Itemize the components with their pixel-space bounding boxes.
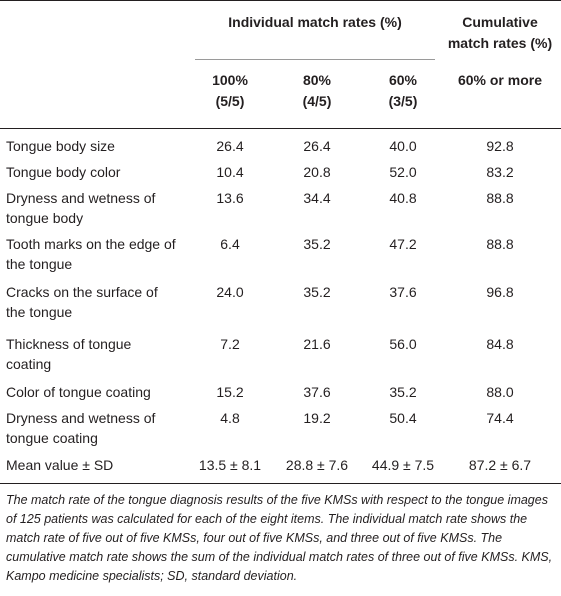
cell-value: 87.2 ± 6.7 [468,457,532,473]
cell-value: 88.8 [486,236,514,252]
cell-value: 47.2 [389,236,417,252]
subheader-80-pct: 80% [302,72,332,88]
cell-value: 15.2 [216,384,244,400]
cell-value: 52.0 [389,164,417,180]
cell-value: 83.2 [486,164,514,180]
row-label: Dryness and wetness of tongue body [6,190,156,226]
row-label: Color of tongue coating [6,384,151,400]
cell-value: 40.0 [389,138,417,154]
subheader-5-of-5: (5/5) [215,93,245,109]
cell-value: 37.6 [303,384,331,400]
cell-value: 35.2 [389,384,417,400]
cell-value: 13.6 [216,190,244,206]
subheader-4-of-5: (4/5) [302,93,332,109]
subheader-60-pct: 60% [388,72,418,88]
cell-value: 6.4 [220,236,240,252]
cell-value: 92.8 [486,138,514,154]
cell-value: 96.8 [486,284,514,300]
row-label: Dryness and wetness of tongue coating [6,410,156,446]
header-cumulative-line1: Cumulative [462,14,538,30]
header-cumulative-line2: match rates (%) [447,35,553,51]
cell-value: 4.8 [220,410,240,426]
cell-value: 34.4 [303,190,331,206]
cell-value: 88.0 [486,384,514,400]
top-rule [0,0,561,1]
cell-value: 88.8 [486,190,514,206]
cell-value: 26.4 [303,138,331,154]
cell-value: 50.4 [389,410,417,426]
cell-value: 21.6 [303,336,331,352]
header-individual-match-rates: Individual match rates (%) [228,14,402,30]
subheader-60-or-more: 60% or more [457,72,543,88]
cell-value: 10.4 [216,164,244,180]
cell-value: 37.6 [389,284,417,300]
subgroup-rule [195,59,435,60]
cell-value: 28.8 ± 7.6 [285,457,349,473]
cell-value: 20.8 [303,164,331,180]
table-footnote: The match rate of the tongue diagnosis r… [6,493,553,583]
header-bottom-rule [0,128,561,129]
table-bottom-rule [0,483,561,484]
cell-value: 84.8 [486,336,514,352]
cell-value: 35.2 [303,284,331,300]
cell-value: 13.5 ± 8.1 [198,457,262,473]
row-label: Mean value ± SD [6,457,114,473]
cell-value: 24.0 [216,284,244,300]
cell-value: 19.2 [303,410,331,426]
cell-value: 74.4 [486,410,514,426]
cell-value: 26.4 [216,138,244,154]
row-label: Tongue body size [6,138,115,154]
row-label: Thickness of tongue coating [6,336,132,372]
row-label: Tooth marks on the edge of the tongue [6,236,176,272]
subheader-100-pct: 100% [212,72,248,88]
cell-value: 7.2 [220,336,240,352]
cell-value: 35.2 [303,236,331,252]
cell-value: 44.9 ± 7.5 [371,457,435,473]
cell-value: 40.8 [389,190,417,206]
row-label: Tongue body color [6,164,121,180]
cell-value: 56.0 [389,336,417,352]
row-label: Cracks on the surface of the tongue [6,284,158,320]
subheader-3-of-5: (3/5) [388,93,418,109]
